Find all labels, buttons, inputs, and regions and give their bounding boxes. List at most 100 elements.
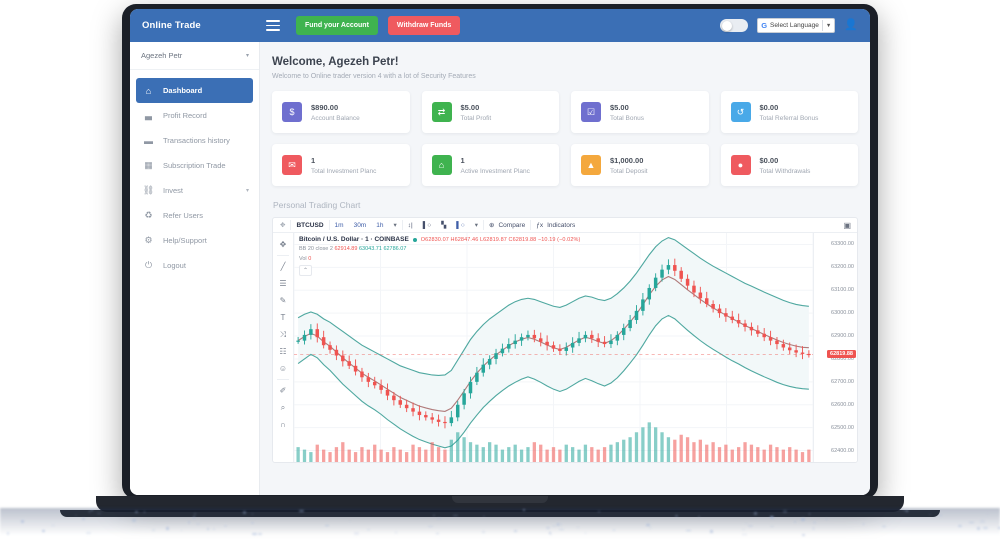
camera-icon[interactable]: ▣ (843, 221, 857, 230)
compare-label: Compare (498, 222, 525, 229)
sidebar-item-help-support[interactable]: ⚙ Help/Support (130, 228, 259, 253)
reflection-speck (299, 510, 304, 512)
reflection-speck (132, 519, 137, 522)
stat-card-label: Total Profit (461, 115, 492, 122)
mail-icon: ✉ (282, 155, 302, 175)
google-icon: G (761, 21, 767, 30)
user-account-dropdown[interactable]: Agezeh Petr ▾ (130, 42, 259, 70)
reflection-speck (213, 528, 215, 530)
gear-icon: ⚙ (143, 235, 154, 246)
candlestick-chart (294, 233, 813, 462)
hamburger-icon[interactable] (260, 20, 286, 30)
collapse-pane-button[interactable]: ⌃ (299, 265, 312, 276)
stat-card-label: Total Deposit (610, 168, 648, 175)
crosshair-icon[interactable]: ✥ (275, 218, 290, 233)
reflection-speck (560, 523, 561, 525)
sidebar-item-logout[interactable]: ⏻ Logout (130, 253, 259, 278)
reflection-speck (207, 528, 210, 530)
reflection-speck (482, 531, 485, 533)
crosshair-tool-icon[interactable]: ✥ (275, 236, 292, 253)
reflection-speck (82, 518, 86, 520)
magnet-tool-icon[interactable]: ∩ (275, 416, 292, 433)
chart-body: ✥ ╱ ☰ ✎ T ⤨ ☷ ☺ ✐ ⌕ ∩ Bitcoin / U.S. Dollar · 1 · … (273, 233, 857, 462)
stat-card-active-investment-planc[interactable]: ⌂ 1 Active Investment Planc (422, 144, 560, 186)
compare-button[interactable]: ⊕ Compare (484, 218, 530, 233)
brush-tool-icon[interactable]: ✎ (275, 292, 292, 309)
stat-card-total-deposit[interactable]: ▲ $1,000.00 Total Deposit (571, 144, 709, 186)
reflection-speck (576, 527, 580, 528)
sidebar-item-subscription-trade[interactable]: ▦ Subscription Trade (130, 153, 259, 178)
sidebar-item-profit-record[interactable]: ▃ Profit Record (130, 103, 259, 128)
chart-style-icon[interactable]: ▌○ (451, 218, 470, 233)
emoji-tool-icon[interactable]: ☺ (275, 360, 292, 377)
patterns-tool-icon[interactable]: ☷ (275, 343, 292, 360)
theme-toggle[interactable] (720, 19, 748, 32)
reflection-speck (75, 515, 77, 516)
section-title: Personal Trading Chart (273, 200, 858, 210)
price-axis-label: 63100.00 (831, 287, 854, 293)
stat-cards-row-1: $ $890.00 Account Balance ⇄ $5.00 Total Profi… (272, 91, 858, 133)
stat-card-total-referral-bonus[interactable]: ↺ $0.00 Total Referral Bonus (721, 91, 859, 133)
stat-card-value: $1,000.00 (610, 156, 648, 165)
reflection-speck (181, 530, 182, 532)
reflection-speck (710, 530, 713, 533)
stat-card-total-bonus[interactable]: ☑ $5.00 Total Bonus (571, 91, 709, 133)
reflection-speck (243, 511, 246, 514)
withdraw-funds-button[interactable]: Withdraw Funds (388, 16, 460, 35)
stat-card-label: Account Balance (311, 115, 360, 122)
price-axis-label: 62500.00 (831, 425, 854, 431)
brand-logo[interactable]: Online Trade (130, 20, 260, 31)
timeframe-1m[interactable]: 1m (330, 218, 349, 233)
reflection-speck (325, 525, 329, 527)
zoom-tool-icon[interactable]: ⌕ (275, 399, 292, 416)
sidebar-item-label: Refer Users (163, 211, 203, 220)
fund-account-button[interactable]: Fund your Account (296, 16, 378, 35)
reflection-speck (977, 527, 980, 530)
stat-card-total-withdrawals[interactable]: ● $0.00 Total Withdrawals (721, 144, 859, 186)
stat-card-value: 1 (311, 156, 376, 165)
stat-card-total-profit[interactable]: ⇄ $5.00 Total Profit (422, 91, 560, 133)
style-chevron-down-icon[interactable]: ▾ (470, 218, 483, 233)
stat-card-value: 1 (461, 156, 530, 165)
reflection-speck (428, 526, 433, 528)
symbol-selector[interactable]: BTCUSD (291, 218, 328, 233)
stat-card-label: Total Referral Bonus (760, 115, 819, 122)
language-selector[interactable]: G Select Language ▼ (757, 18, 835, 33)
bar-style-icon[interactable]: ▌○ (418, 218, 437, 233)
sidebar-user-name: Agezeh Petr (141, 51, 182, 60)
sidebar-item-transactions-history[interactable]: ▬ Transactions history (130, 128, 259, 153)
indicators-button[interactable]: ƒx Indicators (531, 218, 580, 233)
candlestick-icon[interactable]: ↕| (403, 218, 418, 233)
chevron-down-icon: ▾ (246, 52, 249, 59)
area-style-icon[interactable]: ▚ (436, 218, 451, 233)
gift-icon: ☑ (581, 102, 601, 122)
reflection-speck (686, 530, 691, 532)
sidebar-item-label: Logout (163, 261, 186, 270)
reflection-speck (453, 515, 458, 516)
reflection-speck (771, 516, 774, 518)
stat-card-total-investment-planc[interactable]: ✉ 1 Total Investment Planc (272, 144, 410, 186)
reflection-speck (252, 513, 253, 516)
sidebar-item-dashboard[interactable]: ⌂ Dashboard (136, 78, 253, 103)
timeframe-30m[interactable]: 30m (349, 218, 372, 233)
sidebar-item-invest[interactable]: ⛓ Invest ▾ (130, 178, 259, 203)
timeframe-chevron-down-icon[interactable]: ▾ (388, 218, 401, 233)
reflection-speck (813, 521, 817, 524)
text-tool-icon[interactable]: T (275, 309, 292, 326)
trendline-tool-icon[interactable]: ╱ (275, 258, 292, 275)
reflection-speck (770, 526, 774, 527)
reflection-speck (748, 525, 753, 527)
user-avatar-icon[interactable]: 👤 (844, 20, 858, 31)
price-axis[interactable]: 63300.00 63200.00 63100.00 63000.00 62900.00… (813, 233, 857, 462)
reflection-speck (559, 529, 563, 530)
sidebar-item-refer-users[interactable]: ♻ Refer Users (130, 203, 259, 228)
chart-plot-area[interactable]: Bitcoin / U.S. Dollar · 1 · COINBASE O62… (294, 233, 813, 462)
ruler-tool-icon[interactable]: ✐ (275, 382, 292, 399)
reflection-speck (144, 511, 145, 513)
reflection-speck (193, 516, 196, 518)
stat-card-account-balance[interactable]: $ $890.00 Account Balance (272, 91, 410, 133)
timeframe-1h[interactable]: 1h (371, 218, 388, 233)
measure-tool-icon[interactable]: ⤨ (275, 326, 292, 343)
horizontal-lines-tool-icon[interactable]: ☰ (275, 275, 292, 292)
reflection-speck (86, 532, 91, 534)
